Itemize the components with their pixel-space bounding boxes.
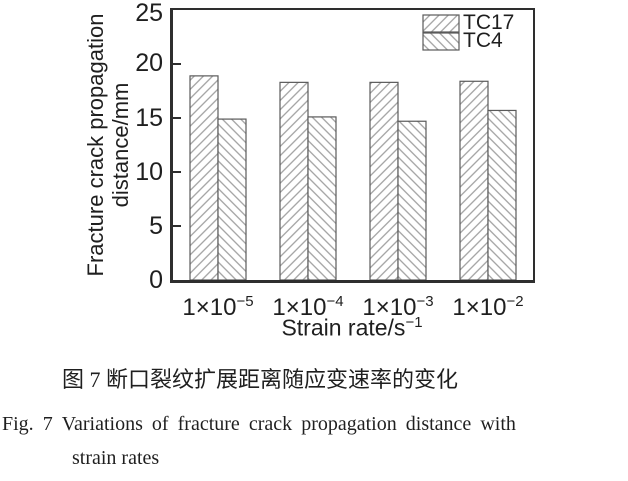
caption-en-line1: Fig. 7 Variations of fracture crack propagatio…: [2, 411, 516, 437]
legend-label-tc4: TC4: [463, 29, 503, 52]
y-tick-label-15: 15: [135, 104, 163, 132]
y-axis-label-line2: distance/mm: [108, 82, 133, 208]
y-tick-label-10: 10: [135, 158, 163, 186]
bar-tc17-1: [279, 81, 309, 280]
y-axis-label: Fracture crack propagation distance/mm: [83, 0, 133, 295]
bar-tc4-3: [487, 109, 517, 280]
x-tick-label-3: 1×10−3: [343, 288, 453, 322]
x-axis-label: Strain rate/s−1: [202, 310, 502, 341]
x-tick-exp: −4: [326, 293, 344, 310]
y-axis-label-line1: Fracture crack propagation: [83, 13, 108, 277]
x-tick-exp: −5: [236, 293, 254, 310]
x-tick-base: 1×10: [272, 294, 327, 321]
bar-tc4-0: [217, 118, 247, 280]
plot-area: [170, 8, 535, 283]
bar-tc4-2: [397, 120, 427, 280]
x-tick-base: 1×10: [452, 294, 507, 321]
x-axis-label-base: Strain rate/s: [281, 314, 406, 341]
bar-tc17-3: [459, 80, 489, 280]
x-tick-exp: −2: [506, 293, 524, 310]
caption-word: Fig.: [2, 413, 34, 435]
legend-swatch-tc4: [422, 32, 460, 51]
caption-word: distance: [405, 413, 472, 435]
bar-tc4-1: [307, 116, 337, 280]
legend-label-tc17: TC17: [463, 11, 515, 34]
chart-canvas: [173, 14, 517, 280]
y-tick-label-0: 0: [149, 266, 163, 294]
y-tick-label-20: 20: [135, 49, 163, 77]
x-tick-base: 1×10: [182, 294, 237, 321]
x-axis-label-exp: −1: [405, 314, 423, 331]
x-tick-base: 1×10: [362, 294, 417, 321]
x-tick-label-2: 1×10−4: [253, 288, 363, 322]
caption-zh: 图 7 断口裂纹扩展距离随应变速率的变化: [61, 367, 458, 392]
bar-tc17-0: [189, 75, 219, 280]
caption-word: with: [480, 413, 516, 435]
caption-word: of: [151, 413, 169, 435]
caption-word: 7: [42, 413, 53, 435]
x-tick-label-4: 1×10−2: [433, 288, 543, 322]
caption-word: crack: [248, 413, 293, 435]
caption-word: propagation: [301, 413, 397, 435]
y-tick-label-25: 25: [135, 0, 163, 27]
x-tick-exp: −3: [416, 293, 434, 310]
y-tick-label-5: 5: [149, 212, 163, 240]
x-tick-label-1: 1×10−5: [163, 288, 273, 322]
legend-swatch-tc17: [422, 14, 460, 33]
caption-word: Variations: [61, 413, 143, 435]
caption-en-line2: strain rates: [72, 447, 160, 469]
bar-tc17-2: [369, 81, 399, 280]
caption-word: fracture: [177, 413, 240, 435]
